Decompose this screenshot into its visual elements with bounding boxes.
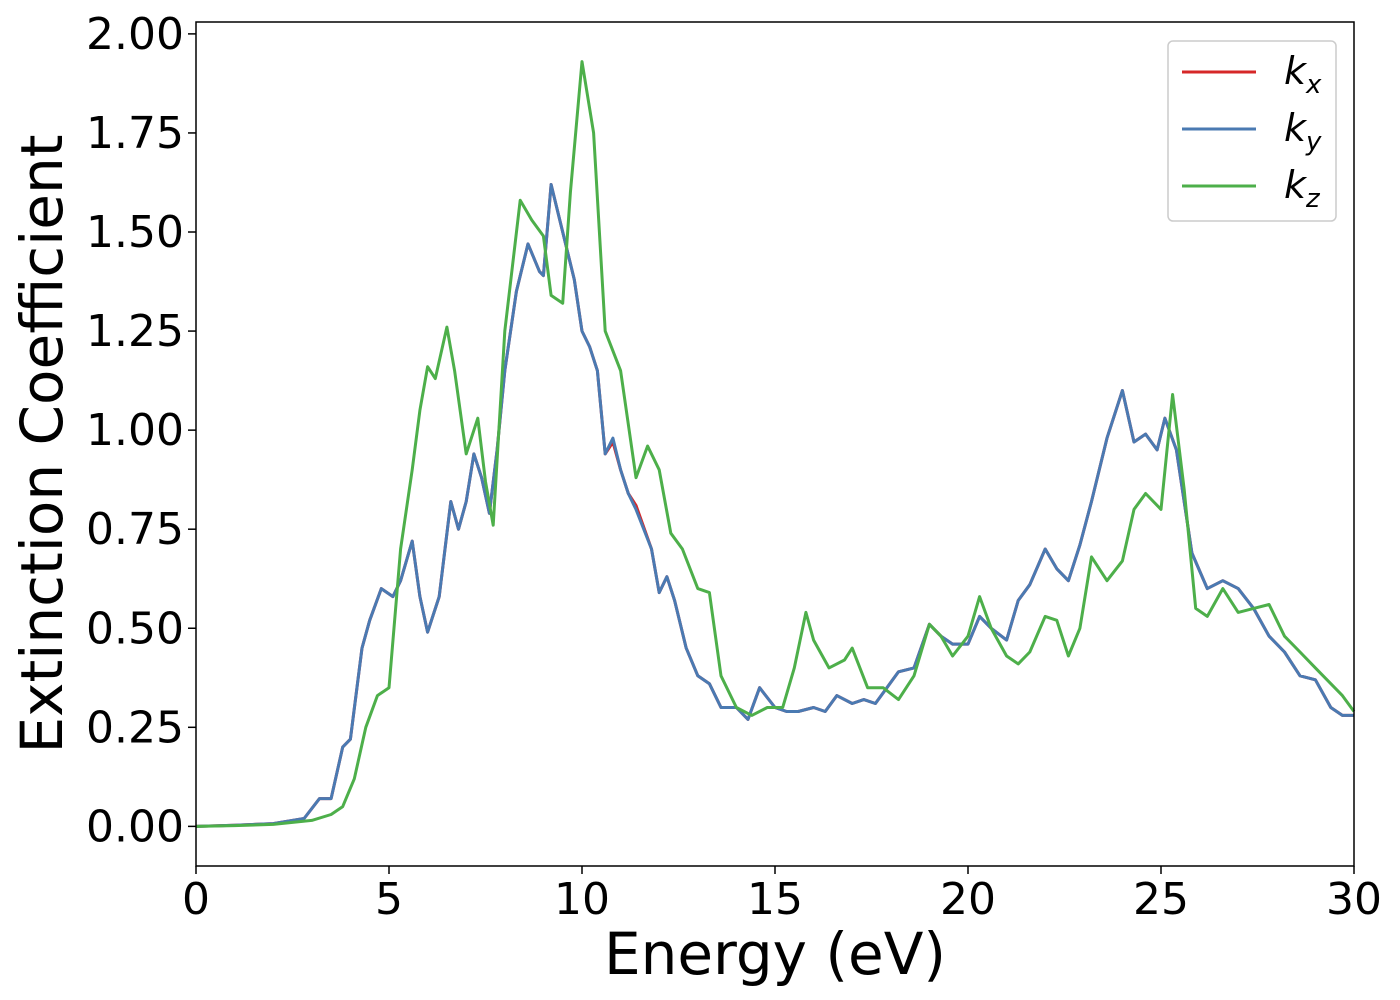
y-tick-label: 1.00 [86,405,184,456]
legend-box [1167,40,1337,222]
y-axis: 0.00 0.25 0.50 0.75 1.00 1.25 1.50 1.75 2.00 [86,9,196,852]
x-tick-label: 20 [940,874,996,925]
x-tick-label: 0 [182,874,210,925]
y-axis-label: Extinction Coefficient [8,135,76,754]
y-tick-label: 0.00 [86,801,184,852]
series-line-ky [195,183,1354,828]
x-tick-label: 5 [375,874,403,925]
series-line-kz [195,60,1356,828]
y-tick-label: 0.75 [86,504,184,555]
x-tick-label: 15 [747,874,803,925]
legend-label-ky: ky [1284,106,1322,157]
y-tick-label: 1.75 [86,108,184,159]
y-tick-label: 2.00 [86,9,184,60]
x-axis-label: Energy (eV) [604,920,946,988]
x-tick-label: 25 [1133,874,1189,925]
y-tick-label: 0.50 [86,603,184,654]
y-tick-label: 1.25 [86,306,184,357]
x-tick-label: 10 [554,874,610,925]
y-tick-label: 0.25 [86,702,184,753]
series-layer [195,60,1356,828]
y-tick-label: 1.50 [86,207,184,258]
x-tick-label: 30 [1326,874,1382,925]
x-axis: 0 5 10 15 20 25 30 [182,866,1382,925]
plot-area [196,22,1354,866]
